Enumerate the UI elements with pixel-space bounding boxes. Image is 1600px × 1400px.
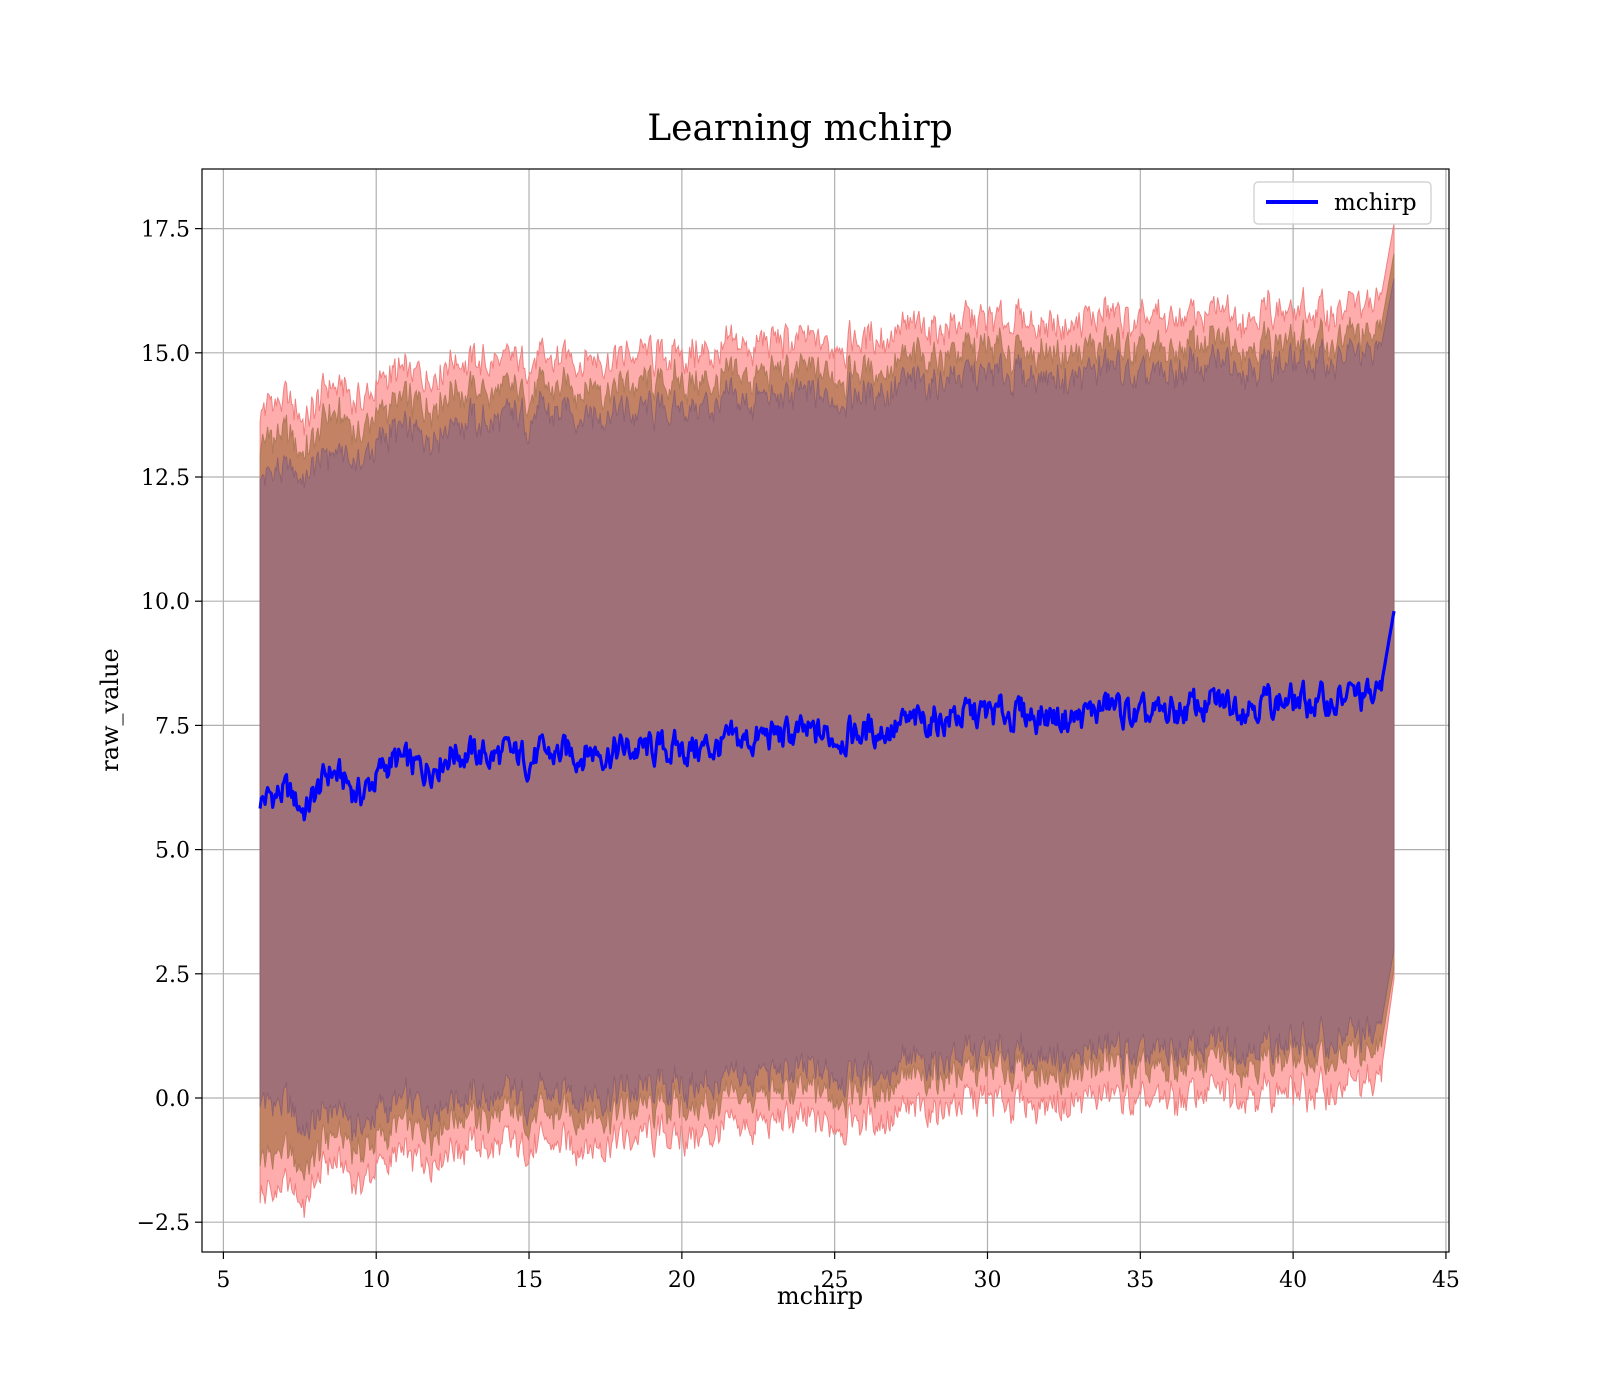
confidence-bands xyxy=(259,223,1395,1218)
plot-area: 5 10 15 20 25 30 35 40 45 −2.5 0.0 2.5 5.0 7.5 10.0 12.… xyxy=(137,168,1460,1293)
axis-ticks: 5 10 15 20 25 30 35 40 45 −2.5 0.0 2.5 5.0 7.5 10.0 12.… xyxy=(137,218,1460,1293)
y-tick-label: 15.0 xyxy=(141,342,190,367)
legend-label-mchirp: mchirp xyxy=(1334,190,1417,216)
y-tick-label: −2.5 xyxy=(137,1211,190,1236)
series-line-mchirp xyxy=(258,610,1396,822)
y-tick-label: 7.5 xyxy=(155,714,190,739)
x-axis-label: mchirp xyxy=(777,1282,863,1310)
x-tick-label: 45 xyxy=(1432,1268,1460,1293)
x-tick-label: 40 xyxy=(1279,1268,1307,1293)
y-tick-label: 5.0 xyxy=(155,839,190,864)
series-layer xyxy=(258,610,1396,822)
y-tick-label: 17.5 xyxy=(141,218,190,243)
y-tick-label: 0.0 xyxy=(155,1087,190,1112)
y-tick-label: 10.0 xyxy=(141,590,190,615)
axes-frame xyxy=(201,168,1450,1253)
x-tick-label: 5 xyxy=(216,1268,230,1293)
y-axis-label: raw_value xyxy=(96,648,124,772)
legend-box xyxy=(1253,181,1432,225)
legend: mchirp xyxy=(1253,181,1432,225)
x-tick-label: 25 xyxy=(821,1268,849,1293)
x-tick-label: 15 xyxy=(515,1268,543,1293)
x-tick-label: 30 xyxy=(973,1268,1001,1293)
x-tick-label: 10 xyxy=(362,1268,390,1293)
chart-title: Learning mchirp xyxy=(647,108,953,149)
x-tick-label: 35 xyxy=(1126,1268,1154,1293)
band-inner xyxy=(259,278,1395,1142)
y-tick-label: 12.5 xyxy=(141,466,190,491)
x-tick-label: 20 xyxy=(668,1268,696,1293)
y-tick-label: 2.5 xyxy=(155,963,190,988)
